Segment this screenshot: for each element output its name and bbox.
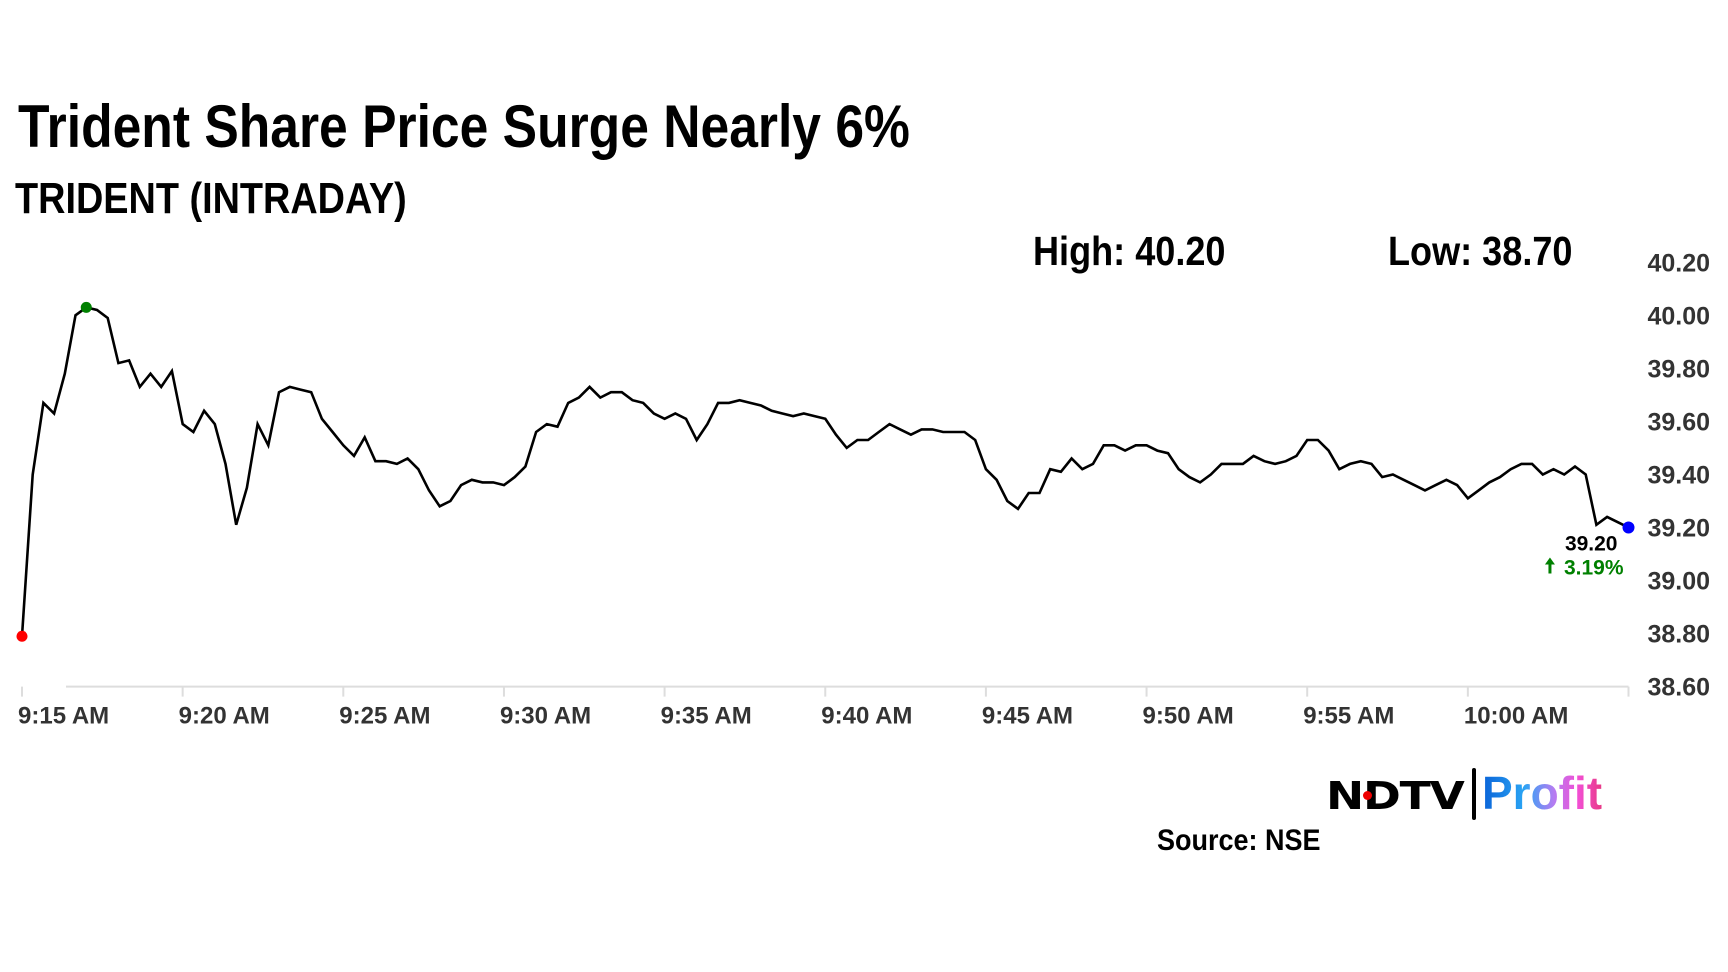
high-label: High: 40.20 — [1033, 228, 1226, 274]
logo-divider — [1472, 768, 1476, 820]
y-tick-label: 38.60 — [1647, 674, 1710, 702]
y-tick-label: 39.00 — [1647, 568, 1710, 596]
arrow-up-icon — [1544, 557, 1555, 574]
x-tick-label: 9:30 AM — [500, 703, 591, 730]
x-tick-label: 9:40 AM — [821, 703, 912, 730]
y-tick-label: 39.60 — [1647, 408, 1710, 436]
y-tick-label: 39.80 — [1647, 355, 1710, 383]
x-tick-label: 9:55 AM — [1303, 703, 1394, 730]
y-tick-label: 40.00 — [1647, 302, 1710, 330]
source-label: Source: NSE — [1157, 824, 1321, 857]
y-tick-label: 39.40 — [1647, 461, 1710, 489]
chart-subtitle: TRIDENT (INTRADAY) — [15, 174, 407, 223]
high-point-marker — [80, 301, 92, 313]
low-label: Low: 38.70 — [1388, 228, 1573, 274]
last-point-marker — [1622, 521, 1635, 534]
ndtv-profit-logo: NDTV Profit — [1326, 767, 1626, 824]
y-tick-label: 40.20 — [1647, 249, 1710, 277]
change-percent-label: 3.19% — [1564, 557, 1624, 580]
logo-red-dot — [1363, 791, 1372, 800]
x-tick-label: 9:25 AM — [339, 703, 430, 730]
last-price-label: 39.20 — [1565, 533, 1618, 556]
start-point-marker — [16, 630, 28, 642]
x-tick-label: 10:00 AM — [1464, 703, 1568, 730]
y-tick-label: 39.20 — [1647, 515, 1710, 543]
x-tick-label: 9:45 AM — [982, 703, 1073, 730]
logo-profit-text: Profit — [1482, 767, 1603, 819]
chart-title: Trident Share Price Surge Nearly 6% — [18, 93, 910, 160]
logo-ndtv-text: NDTV — [1326, 774, 1465, 818]
x-tick-label: 9:50 AM — [1143, 703, 1234, 730]
x-tick-label: 9:15 AM — [18, 703, 109, 730]
price-line — [20, 305, 1630, 637]
x-tick-label: 9:20 AM — [179, 703, 270, 730]
y-tick-label: 38.80 — [1647, 621, 1710, 649]
x-tick-label: 9:35 AM — [661, 703, 752, 730]
